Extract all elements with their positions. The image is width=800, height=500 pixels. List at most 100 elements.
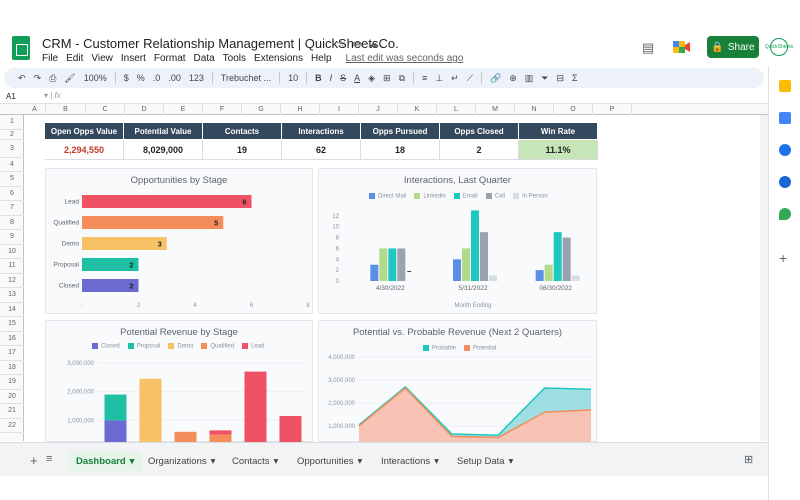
functions-icon[interactable]: Σ [572,73,578,83]
bold-icon[interactable]: B [315,73,322,83]
share-button[interactable]: 🔒 Share [707,36,759,58]
row-header-6[interactable]: 6 [0,187,24,201]
column-header-l[interactable]: L [437,104,476,115]
redo-icon[interactable]: ↷ [33,72,42,83]
menu-format[interactable]: Format [153,53,186,64]
vertical-scrollbar[interactable] [760,115,768,441]
increase-decimal-button[interactable]: .00 [168,73,181,83]
row-header-5[interactable]: 5 [0,172,24,187]
paint-format-icon[interactable]: 🖌 [64,72,76,83]
kpi-header[interactable]: Opps Pursued [361,123,440,139]
interactions-last-quarter-chart[interactable]: Interactions, Last Quarter Direct Mail Li… [318,168,597,314]
insert-comment-icon[interactable]: ⊕ [509,72,517,83]
borders-icon[interactable]: ⊞ [383,72,391,83]
column-header-g[interactable]: G [242,104,281,115]
last-edit-link[interactable]: Last edit was seconds ago [345,53,464,64]
explore-icon[interactable]: ⊞ [744,454,754,466]
contacts-icon[interactable] [779,176,791,188]
tasks-icon[interactable] [779,144,791,156]
kpi-value[interactable]: 62 [282,140,361,160]
menu-help[interactable]: Help [310,53,332,64]
font-size-select[interactable]: 10 [288,73,299,83]
add-sheet-icon[interactable]: + [30,453,38,468]
menu-data[interactable]: Data [193,53,215,64]
column-header-b[interactable]: B [46,104,86,115]
menu-tools[interactable]: Tools [222,53,247,64]
cloud-status-icon[interactable]: ☁ [368,38,379,50]
column-header-d[interactable]: D [125,104,164,115]
column-header-n[interactable]: N [515,104,554,115]
tab-setup-data[interactable]: Setup Data ▾ [457,451,513,471]
row-header-19[interactable]: 19 [0,375,24,390]
row-header-10[interactable]: 10 [0,245,24,259]
filter-views-icon[interactable]: ⊟ [556,72,565,83]
star-icon[interactable]: ☆ [336,38,346,50]
row-header-20[interactable]: 20 [0,390,24,404]
cell-reference[interactable]: A1 [6,92,16,101]
menu-extensions[interactable]: Extensions [254,53,303,64]
menu-edit[interactable]: Edit [66,53,84,64]
row-header-14[interactable]: 14 [0,303,24,317]
kpi-value[interactable]: 18 [361,140,440,160]
avatar[interactable]: QuickSheets [765,38,793,56]
font-select[interactable]: Trebuchet ... [220,73,272,83]
opportunities-by-stage-chart[interactable]: Opportunities by Stage Lead 6 Qualified 5 De… [45,168,313,314]
get-addons-icon[interactable]: + [779,250,788,266]
row-header-21[interactable]: 21 [0,404,24,419]
kpi-header[interactable]: Opps Closed [440,123,519,139]
sheets-logo-icon[interactable] [12,36,30,60]
kpi-value[interactable]: 8,029,000 [124,140,203,160]
filter-icon[interactable]: ⏷ [541,72,549,83]
column-header-a[interactable]: A [24,104,46,115]
kpi-header[interactable]: Open Opps Value [45,123,124,139]
percent-button[interactable]: % [136,73,145,83]
wrap-icon[interactable]: ↵ [451,72,459,83]
kpi-value[interactable]: 19 [203,140,282,160]
row-header-1[interactable]: 1 [0,115,24,130]
menu-insert[interactable]: Insert [120,53,146,64]
row-header-8[interactable]: 8 [0,216,24,230]
row-header-12[interactable]: 12 [0,274,24,288]
potential-revenue-by-stage-chart[interactable]: Potential Revenue by Stage Closed Proposa… [45,320,313,443]
rotate-icon[interactable]: ⟋ [466,72,473,83]
row-header-11[interactable]: 11 [0,259,24,274]
row-header-15[interactable]: 15 [0,317,24,332]
column-header-k[interactable]: K [398,104,437,115]
zoom-select[interactable]: 100% [83,73,107,83]
column-header-h[interactable]: H [281,104,320,115]
number-format-select[interactable]: 123 [188,73,204,83]
meet-icon[interactable] [672,38,694,56]
print-icon[interactable]: ⎙ [49,72,57,83]
keep-icon[interactable] [779,80,791,92]
row-header-2[interactable]: 2 [0,130,24,140]
row-header-7[interactable]: 7 [0,201,24,216]
align-icon[interactable]: ≡ [422,73,428,83]
merge-cells-icon[interactable]: ⧉ [398,72,406,83]
row-header-9[interactable]: 9 [0,230,24,245]
menu-file[interactable]: File [42,53,59,64]
kpi-header[interactable]: Interactions [282,123,361,139]
move-folder-icon[interactable]: ▭ [352,38,363,50]
decrease-decimal-button[interactable]: .0 [152,73,161,83]
text-color-icon[interactable]: A [354,73,361,83]
calendar-icon[interactable] [779,112,791,124]
tab-organizations[interactable]: Organizations ▾ [148,451,215,471]
kpi-value[interactable]: 2,294,550 [45,140,124,160]
comment-icon[interactable]: ▤ [642,40,655,55]
column-header-c[interactable]: C [86,104,125,115]
column-header-e[interactable]: E [164,104,203,115]
row-header-22[interactable]: 22 [0,419,24,433]
strikethrough-icon[interactable]: S [340,73,347,83]
column-header-m[interactable]: M [476,104,515,115]
row-header-4[interactable]: 4 [0,158,24,172]
column-header-f[interactable]: F [203,104,242,115]
tab-dashboard[interactable]: Dashboard ▾ [68,451,143,471]
row-header-3[interactable]: 3 [0,140,24,158]
potential-vs-probable-chart[interactable]: Potential vs. Probable Revenue (Next 2 Q… [318,320,597,443]
kpi-header[interactable]: Contacts [203,123,282,139]
document-title[interactable]: CRM - Customer Relationship Management |… [42,36,399,51]
column-header-p[interactable]: P [593,104,632,115]
insert-chart-icon[interactable]: ▥ [524,72,534,83]
column-header-o[interactable]: O [554,104,593,115]
tab-opportunities[interactable]: Opportunities ▾ [297,451,362,471]
